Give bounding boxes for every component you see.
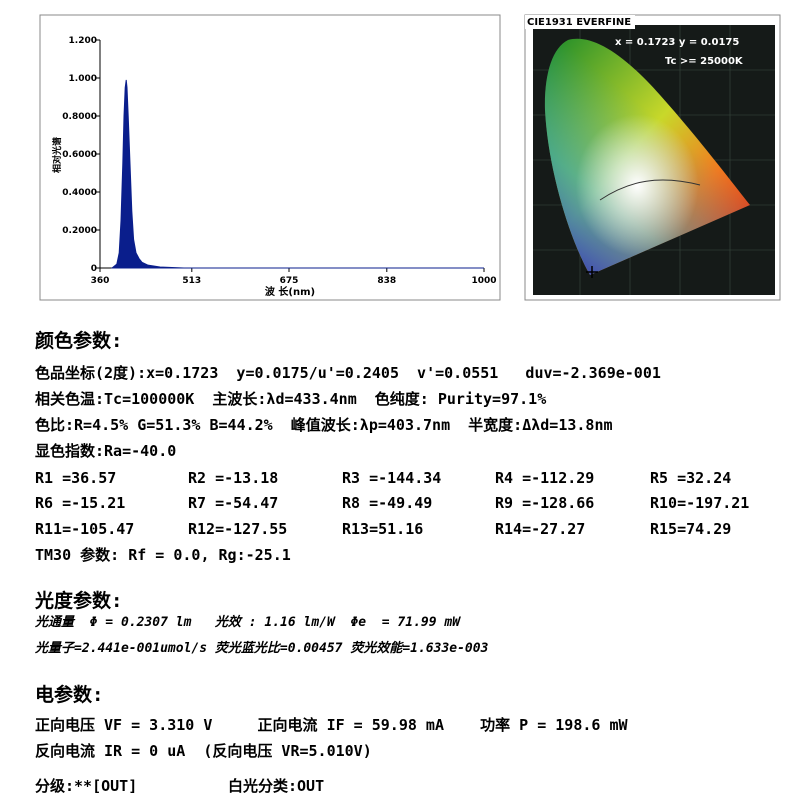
cie-tc: Tc >= 25000K xyxy=(665,56,744,67)
spectrum-area xyxy=(110,79,484,269)
y-tick-label: 0.4000 xyxy=(62,188,97,198)
x-tick-label: 1000 xyxy=(471,276,496,286)
x-tick-label: 360 xyxy=(91,276,110,286)
x-tick-label: 675 xyxy=(280,276,299,286)
r-value: R1 =36.57 xyxy=(35,469,117,487)
tm30: TM30 参数: Rf = 0.0, Rg:-25.1 xyxy=(35,546,291,564)
spectrum-chart: 0 0.2000 0.4000 0.6000 0.8000 1.000 1.200 360 51… xyxy=(51,36,497,298)
figures: 0 0.2000 0.4000 0.6000 0.8000 1.000 1.200 360 51… xyxy=(39,14,781,301)
color-line: 显色指数:Ra=-40.0 xyxy=(35,442,177,460)
cie-title: CIE1931 EVERFINE xyxy=(527,17,631,28)
r-value: R9 =-128.66 xyxy=(495,494,595,512)
cie-marker xyxy=(586,266,598,278)
spectrum-frame xyxy=(39,14,501,301)
planck-locus xyxy=(599,179,701,201)
heading: 颜色参数: xyxy=(35,330,123,352)
grade: 分级:**[OUT] xyxy=(35,777,138,795)
y-tick-label: 0.6000 xyxy=(62,150,97,160)
x-tick-label: 513 xyxy=(182,276,201,286)
color-line: 色品坐标(2度):x=0.1723 y=0.0175/u'=0.2405 v'=… xyxy=(35,364,661,382)
cie-title-bg xyxy=(525,15,635,29)
electrical-line: 正向电压 VF = 3.310 V 正向电流 IF = 59.98 mA 功率 … xyxy=(35,716,628,734)
x-axis-label: 波 长(nm) xyxy=(265,285,315,298)
color-line: 相关色温:Tc=100000K 主波长:λd=433.4nm 色纯度: Puri… xyxy=(35,390,547,408)
r-value: R6 =-15.21 xyxy=(35,494,126,512)
r-value: R15=74.29 xyxy=(650,520,732,538)
heading: 光度参数: xyxy=(35,590,123,612)
r-value: R8 =-49.49 xyxy=(342,494,433,512)
y-axis-label: 相对光谱 xyxy=(51,137,63,173)
color-line: 色比:R=4.5% G=51.3% B=44.2% 峰值波长:λp=403.7n… xyxy=(35,416,613,434)
r-value: R3 =-144.34 xyxy=(342,469,442,487)
r-value: R13=51.16 xyxy=(342,520,424,538)
heading: 电参数: xyxy=(35,684,104,706)
photometric-line: 光量子=2.441e-001umol/s 荧光蓝光比=0.00457 荧光效能=… xyxy=(35,641,489,656)
r-value: R12=-127.55 xyxy=(188,520,288,538)
r-value: R7 =-54.47 xyxy=(188,494,279,512)
r-value: R14=-27.27 xyxy=(495,520,586,538)
white-class: 白光分类:OUT xyxy=(228,777,325,795)
y-tick-label: 1.200 xyxy=(69,36,97,46)
r-value: R2 =-13.18 xyxy=(188,469,279,487)
y-tick-label: 0.2000 xyxy=(62,226,97,236)
electrical-line: 反向电流 IR = 0 uA (反向电压 VR=5.010V) xyxy=(35,742,372,760)
cie-white xyxy=(544,38,750,276)
y-tick-label: 1.000 xyxy=(69,74,97,84)
y-tick-label: 0 xyxy=(91,264,97,274)
photometric-line: 光通量 Φ = 0.2307 lm 光效 : 1.16 lm/W Φe = 71… xyxy=(35,615,461,630)
x-tick-label: 838 xyxy=(377,276,396,286)
r-value: R5 =32.24 xyxy=(650,469,732,487)
cie-coords: x = 0.1723 y = 0.0175 xyxy=(615,37,739,48)
r-value: R11=-105.47 xyxy=(35,520,135,538)
y-tick-label: 0.8000 xyxy=(62,112,97,122)
r-value: R10=-197.21 xyxy=(650,494,750,512)
r-value: R4 =-112.29 xyxy=(495,469,595,487)
